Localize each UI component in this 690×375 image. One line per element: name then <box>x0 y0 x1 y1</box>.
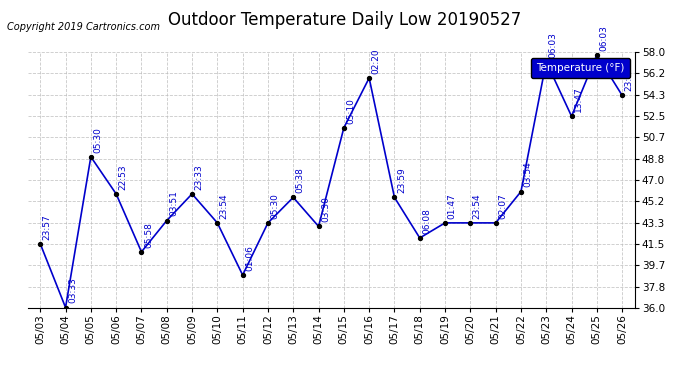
Point <box>414 235 425 241</box>
Text: 06:03: 06:03 <box>549 32 558 58</box>
Text: 03:33: 03:33 <box>68 278 77 303</box>
Text: 01:47: 01:47 <box>448 193 457 219</box>
Text: 23:59: 23:59 <box>397 168 406 193</box>
Text: 03:30: 03:30 <box>321 196 330 222</box>
Text: 03:51: 03:51 <box>169 190 178 216</box>
Text: Copyright 2019 Cartronics.com: Copyright 2019 Cartronics.com <box>7 22 160 33</box>
Text: 23:57: 23:57 <box>43 214 52 240</box>
Point <box>338 125 349 131</box>
Point <box>212 220 223 226</box>
Text: 23:33: 23:33 <box>195 164 204 190</box>
Text: 02:07: 02:07 <box>498 193 507 219</box>
Text: 02:20: 02:20 <box>372 48 381 74</box>
Text: 23:54: 23:54 <box>473 193 482 219</box>
Text: 05:30: 05:30 <box>270 193 279 219</box>
Text: 22:53: 22:53 <box>119 164 128 190</box>
Text: 05:38: 05:38 <box>296 167 305 193</box>
Point <box>566 113 577 119</box>
Point <box>465 220 476 226</box>
Point <box>364 75 375 81</box>
Point <box>161 217 172 223</box>
Point <box>34 241 46 247</box>
Text: 06:03: 06:03 <box>600 25 609 51</box>
Point <box>288 194 299 200</box>
Point <box>186 191 197 197</box>
Text: 06:08: 06:08 <box>422 208 431 234</box>
Point <box>262 220 273 226</box>
Point <box>617 92 628 98</box>
Point <box>541 59 552 65</box>
Legend: Temperature (°F): Temperature (°F) <box>531 58 629 78</box>
Point <box>60 304 71 310</box>
Point <box>86 154 97 160</box>
Point <box>440 220 451 226</box>
Point <box>591 52 602 58</box>
Point <box>136 249 147 255</box>
Text: 23:57: 23:57 <box>624 66 633 91</box>
Point <box>110 191 121 197</box>
Text: 05:30: 05:30 <box>93 127 102 153</box>
Point <box>389 194 400 200</box>
Text: 05:10: 05:10 <box>346 98 355 124</box>
Point <box>313 224 324 230</box>
Text: 13:47: 13:47 <box>574 86 583 112</box>
Text: 01:06: 01:06 <box>245 245 254 271</box>
Text: 03:54: 03:54 <box>524 162 533 188</box>
Text: 05:58: 05:58 <box>144 222 153 248</box>
Point <box>515 189 526 195</box>
Text: Outdoor Temperature Daily Low 20190527: Outdoor Temperature Daily Low 20190527 <box>168 11 522 29</box>
Text: 23:54: 23:54 <box>220 193 229 219</box>
Point <box>490 220 501 226</box>
Point <box>237 272 248 278</box>
